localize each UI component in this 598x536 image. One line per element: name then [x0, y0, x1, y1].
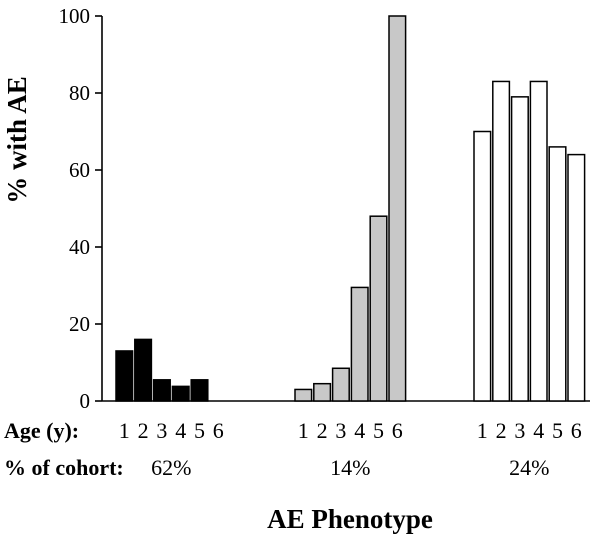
y-tick-label: 20 — [69, 312, 90, 336]
age-tick-label: 5 — [552, 418, 563, 443]
age-tick-label: 1 — [298, 418, 309, 443]
bar — [512, 97, 529, 401]
bar — [493, 81, 510, 401]
x-labels: 1 2 3 4 5 662%1 2 3 4 5 614%1 2 3 4 5 624% — [119, 418, 582, 480]
y-tick-label: 60 — [69, 158, 90, 182]
age-tick-label: 4 — [354, 418, 365, 443]
y-tick-label: 100 — [59, 4, 91, 28]
y-ticks: 0 20 40 60 80 100 — [59, 4, 103, 413]
y-tick-label: 80 — [69, 81, 90, 105]
age-tick-label: 6 — [213, 418, 224, 443]
age-tick-label: 1 — [477, 418, 488, 443]
bar — [333, 368, 350, 401]
bar — [135, 339, 152, 401]
age-tick-label: 1 — [119, 418, 130, 443]
age-tick-label: 2 — [496, 418, 507, 443]
cohort-percent-label: 14% — [330, 455, 370, 480]
y-tick-label: 40 — [69, 235, 90, 259]
age-row-label: Age (y): — [4, 418, 79, 443]
bar — [370, 216, 387, 401]
age-tick-label: 4 — [533, 418, 544, 443]
bar — [295, 389, 312, 401]
age-tick-label: 5 — [373, 418, 384, 443]
cohort-percent-label: 62% — [151, 455, 191, 480]
y-tick-label: 0 — [80, 389, 91, 413]
cohort-row-label: % of cohort: — [4, 455, 124, 480]
y-axis-title: % with AE — [2, 76, 32, 204]
bar — [172, 386, 189, 401]
bar — [389, 16, 406, 401]
bar — [116, 351, 133, 401]
age-tick-label: 5 — [194, 418, 205, 443]
age-tick-label: 6 — [571, 418, 582, 443]
age-tick-label: 2 — [317, 418, 328, 443]
bars — [116, 16, 585, 401]
bar — [314, 384, 331, 401]
bar — [568, 155, 585, 401]
age-tick-label: 4 — [175, 418, 186, 443]
bar — [351, 287, 368, 401]
age-tick-label: 3 — [335, 418, 346, 443]
age-tick-label: 2 — [138, 418, 149, 443]
bar — [191, 380, 208, 401]
cohort-percent-label: 24% — [509, 455, 549, 480]
bar — [530, 81, 547, 401]
bar — [154, 380, 171, 401]
bar — [474, 132, 491, 402]
bar — [549, 147, 566, 401]
age-tick-label: 6 — [392, 418, 403, 443]
x-axis-title: AE Phenotype — [267, 504, 433, 534]
age-tick-label: 3 — [514, 418, 525, 443]
age-tick-label: 3 — [156, 418, 167, 443]
